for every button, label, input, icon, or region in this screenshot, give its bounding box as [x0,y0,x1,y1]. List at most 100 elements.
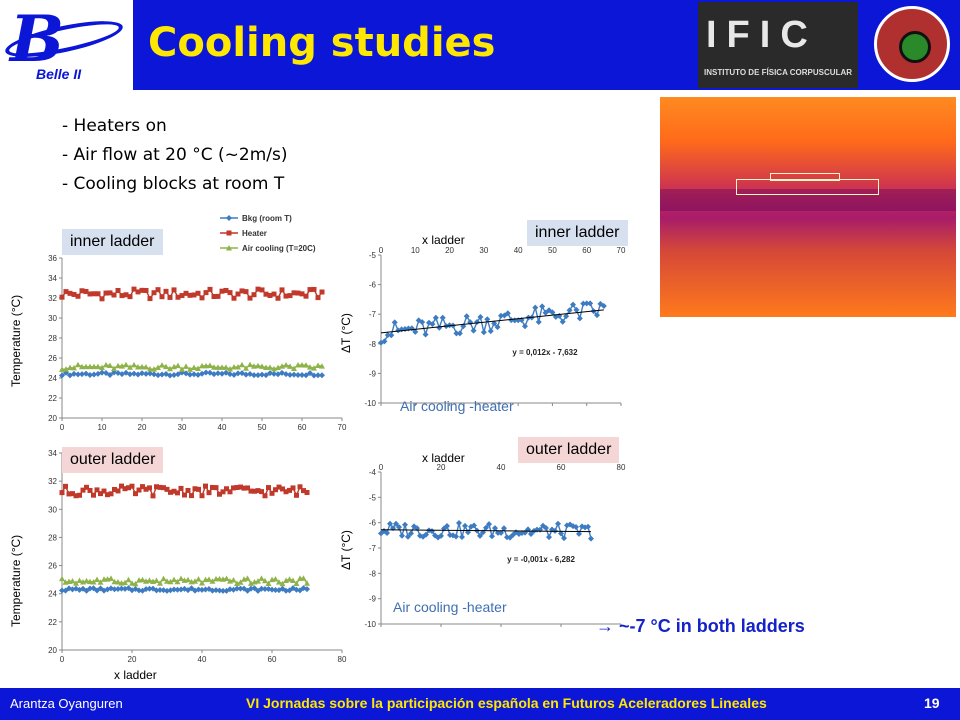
x-tick-label: 70 [338,423,347,432]
data-point [275,295,281,301]
data-point [555,520,561,527]
footer-event: VI Jornadas sobre la participación españ… [246,695,767,711]
data-point [143,586,149,593]
data-point [125,576,132,583]
data-point [272,587,279,594]
data-point [508,317,515,324]
data-point [135,289,141,295]
y-tick-label: 34 [48,449,57,458]
data-point [235,364,241,370]
data-point [195,576,202,582]
data-point [157,484,163,490]
data-point [105,492,110,498]
data-point [111,292,117,298]
data-point [129,483,135,489]
data-point [159,371,165,378]
data-point [287,293,293,299]
chart-delta-t-outer: -10 -9 -8 -7 -6 -5 -40 20 40 60 80 y = -0,001x - 6,… [364,463,626,629]
data-point [87,487,93,493]
data-point [287,487,292,493]
data-point [136,587,142,594]
data-point [95,291,101,297]
data-point [295,361,301,368]
y-tick-label: 26 [48,354,57,363]
data-point [265,580,272,586]
slide-footer: Arantza Oyanguren VI Jornadas sobre la p… [0,688,960,720]
data-point [127,364,133,370]
x-tick-label: 20 [138,423,147,432]
data-point [91,363,97,370]
data-point [480,329,487,336]
data-point [69,577,76,584]
y-tick-label: 28 [48,334,57,343]
data-point [539,303,546,310]
data-point [155,372,161,379]
data-point [126,485,131,491]
data-point [63,289,69,295]
data-point [123,292,129,298]
data-point [231,363,237,370]
y-axis-label: Temperature (°C) [9,534,23,627]
data-point [417,532,423,539]
data-point [491,320,498,327]
x-tick-label: 60 [557,463,566,472]
data-point [91,492,96,498]
data-point [570,523,576,530]
data-point [101,488,107,494]
data-point [73,580,79,586]
x-tick-label: 30 [479,246,488,255]
data-point [226,245,232,251]
data-point [558,530,564,537]
data-point [167,365,173,372]
data-point [168,489,173,495]
data-point [179,366,185,372]
data-point [153,577,160,584]
data-point [203,369,209,376]
data-point [155,287,161,293]
data-point [175,362,181,369]
data-point [80,487,86,493]
data-point [73,585,79,592]
y-tick-label: 28 [48,533,57,542]
data-point [87,363,93,370]
data-point [147,296,153,302]
data-point [471,522,477,529]
bullet-item: - Heaters on [62,116,167,136]
data-point [224,486,229,492]
data-point [195,371,201,378]
data-point [245,485,250,491]
data-point [295,290,301,296]
data-point [115,370,121,377]
data-point [71,291,77,297]
depfet-logo [862,0,960,90]
data-point [213,485,219,491]
y-tick-label: 32 [48,294,57,303]
data-point [129,580,135,586]
data-point [279,580,286,587]
data-point [215,370,221,377]
data-point [492,525,498,532]
data-point [258,585,265,592]
data-point [446,322,453,329]
data-point [143,364,149,370]
data-point [178,485,184,491]
data-point [528,530,534,537]
ific-logo: IFIC INSTITUTO DE FÍSICA CORPUSCULAR [696,0,860,90]
data-point [111,365,117,372]
data-point [276,484,282,490]
data-point [209,587,216,594]
data-point [163,288,169,294]
data-point [580,300,587,307]
data-point [241,585,247,592]
data-point [294,492,299,498]
data-point [191,371,197,378]
data-point [119,363,125,369]
data-point [207,286,213,292]
data-point [210,484,215,490]
data-point [163,371,169,378]
data-point [486,521,492,528]
data-point [262,586,268,593]
y-tick-label: 22 [48,618,57,627]
x-tick-label: 20 [445,246,454,255]
data-point [315,362,321,368]
